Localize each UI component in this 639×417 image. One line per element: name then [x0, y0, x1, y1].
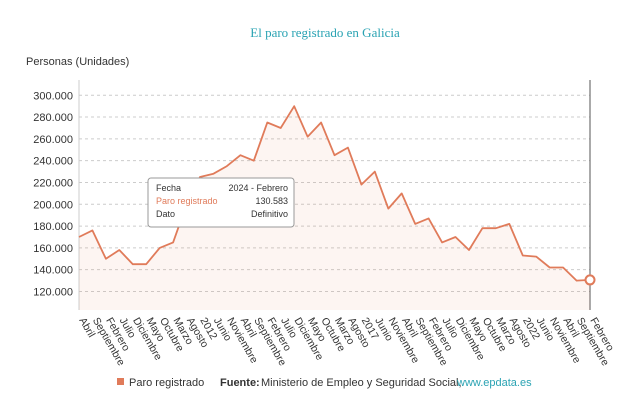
tooltip-value: 2024 - Febrero: [228, 183, 288, 193]
y-tick-label: 140.000: [33, 265, 73, 277]
tooltip-value: Definitivo: [251, 209, 288, 219]
y-tick-label: 280.000: [33, 112, 73, 124]
y-axis-title: Personas (Unidades): [26, 56, 129, 68]
chart-title: El paro registrado en Galicia: [250, 25, 400, 40]
area: [79, 106, 590, 310]
line: [78, 105, 591, 282]
y-tick-label: 260.000: [33, 134, 73, 146]
plot: 120.000 140.000 160.000 180.000 200.000 220.0…: [33, 80, 616, 368]
source: Ministerio de Empleo y Seguridad Social,: [261, 377, 462, 389]
tooltip-value: 130.583: [255, 196, 288, 206]
y-tick-label: 200.000: [33, 199, 73, 211]
tooltip-box: [147, 177, 295, 228]
point-marker: [584, 274, 596, 286]
tooltip-key: Dato: [156, 209, 175, 219]
y-tick-label: 180.000: [33, 221, 73, 233]
y-tick-label: 160.000: [33, 243, 73, 255]
legend-swatch: [117, 378, 124, 385]
tooltip-key: Paro registrado: [156, 196, 218, 206]
source-label: Fuente:: [220, 377, 260, 389]
legend-label: Paro registrado: [129, 377, 204, 389]
tooltip: Fecha 2024 - Febrero Paro registrado 130…: [147, 177, 295, 228]
y-tick-label: 220.000: [33, 177, 73, 189]
y-tick-label: 300.000: [33, 90, 73, 102]
y-tick-label: 240.000: [33, 156, 73, 168]
tooltip-key: Fecha: [156, 183, 181, 193]
source-link[interactable]: www.epdata.es: [456, 377, 532, 389]
y-tick-label: 120.000: [33, 286, 73, 298]
